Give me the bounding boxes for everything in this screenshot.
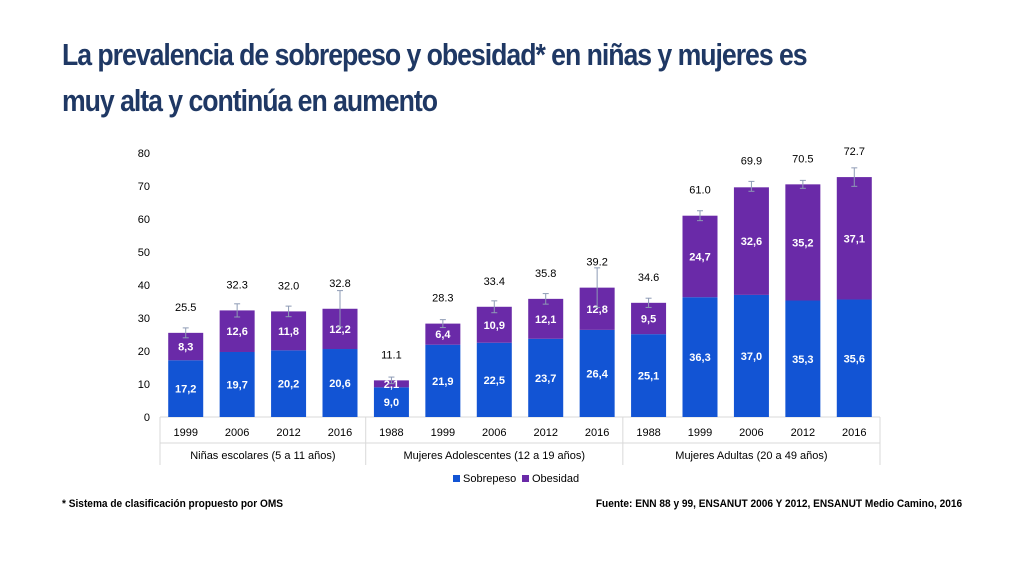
total-label: 32.0: [278, 280, 299, 292]
y-tick-label: 60: [138, 214, 150, 226]
bar-sobrepeso: [219, 351, 255, 417]
data-label-obesidad: 12,6: [226, 326, 247, 338]
x-tick-label: 2012: [533, 427, 557, 439]
legend-swatch: [522, 475, 529, 482]
bar-obesidad: [785, 184, 821, 301]
total-label: 25.5: [175, 302, 196, 314]
x-tick-label: 1999: [173, 427, 197, 439]
x-tick-label: 2016: [328, 427, 352, 439]
data-label-sobrepeso: 23,7: [535, 373, 556, 385]
total-label: 61.0: [689, 185, 710, 197]
bar-obesidad: [733, 187, 769, 295]
source-note: Fuente: ENN 88 y 99, ENSANUT 2006 Y 2012…: [595, 498, 962, 510]
y-tick-label: 30: [138, 313, 150, 325]
page-title: La prevalencia de sobrepeso y obesidad* …: [62, 37, 808, 118]
data-label-sobrepeso: 37,0: [741, 351, 762, 363]
total-label: 32.8: [329, 278, 350, 290]
total-label: 11.1: [381, 349, 402, 361]
data-label-sobrepeso: 36,3: [689, 352, 710, 364]
x-tick-label: 2006: [225, 427, 249, 439]
total-label: 69.9: [741, 155, 762, 167]
x-tick-label: 2016: [585, 427, 609, 439]
x-tick-label: 1988: [379, 427, 403, 439]
bar-obesidad: [425, 323, 461, 345]
data-label-sobrepeso: 25,1: [638, 371, 659, 383]
bar-sobrepeso: [733, 294, 769, 417]
total-label: 32.3: [226, 279, 247, 291]
bar-sobrepeso: [682, 297, 718, 417]
bar-obesidad: [631, 302, 667, 335]
data-label-obesidad: 12,1: [535, 314, 556, 326]
bar-sobrepeso: [271, 350, 307, 417]
y-tick-label: 80: [138, 148, 150, 160]
x-tick-label: 1999: [688, 427, 712, 439]
data-label-sobrepeso: 21,9: [432, 376, 453, 388]
total-label: 70.5: [792, 153, 813, 165]
legend-label: Obesidad: [532, 473, 579, 485]
x-tick-label: 2006: [739, 427, 763, 439]
data-label-obesidad: 6,4: [435, 329, 451, 341]
group-label: Mujeres Adolescentes (12 a 19 años): [403, 450, 585, 462]
y-tick-label: 70: [138, 181, 150, 193]
data-label-obesidad: 11,8: [278, 326, 299, 338]
data-label-sobrepeso: 20,6: [329, 378, 350, 390]
data-label-sobrepeso: 22,5: [484, 375, 505, 387]
bar-sobrepeso: [425, 344, 461, 417]
bar-obesidad: [271, 311, 307, 351]
legend-swatch: [453, 475, 460, 482]
data-label-sobrepeso: 9,0: [384, 397, 399, 409]
data-label-obesidad: 10,9: [484, 320, 505, 332]
total-label: 72.7: [844, 146, 865, 158]
data-label-sobrepeso: 26,4: [586, 368, 608, 380]
data-label-obesidad: 9,5: [641, 313, 656, 325]
data-label-obesidad: 12,2: [329, 324, 350, 336]
bar-sobrepeso: [168, 360, 204, 417]
data-label-sobrepeso: 17,2: [175, 384, 196, 396]
data-label-obesidad: 8,3: [178, 342, 193, 354]
bar-sobrepeso: [785, 300, 821, 417]
x-tick-label: 2012: [791, 427, 815, 439]
total-label: 33.4: [484, 276, 505, 288]
data-label-obesidad: 12,8: [586, 304, 607, 316]
bar-obesidad: [682, 215, 718, 298]
total-label: 35.8: [535, 268, 556, 280]
y-tick-label: 10: [138, 379, 150, 391]
x-tick-label: 1999: [431, 427, 455, 439]
x-tick-label: 2016: [842, 427, 866, 439]
x-tick-label: 2006: [482, 427, 506, 439]
bar-sobrepeso: [322, 349, 358, 417]
bar-sobrepeso: [836, 299, 872, 417]
bar-obesidad: [836, 177, 872, 300]
y-tick-label: 20: [138, 346, 150, 358]
y-tick-label: 40: [138, 280, 150, 292]
bar-obesidad: [528, 298, 564, 339]
bar-sobrepeso: [631, 334, 667, 417]
data-label-sobrepeso: 35,3: [792, 354, 813, 366]
bar-sobrepeso: [373, 387, 409, 417]
data-label-obesidad: 37,1: [844, 233, 865, 245]
data-label-obesidad: 32,6: [741, 236, 762, 248]
bar-sobrepeso: [579, 329, 615, 417]
bar-sobrepeso: [476, 342, 512, 417]
y-tick-label: 50: [138, 247, 150, 259]
x-tick-label: 2012: [276, 427, 300, 439]
total-label: 28.3: [432, 293, 453, 305]
y-tick-label: 0: [144, 412, 150, 424]
footnote: * Sistema de clasificación propuesto por…: [62, 498, 284, 510]
data-label-obesidad: 35,2: [792, 237, 813, 249]
total-label: 34.6: [638, 272, 659, 284]
data-label-sobrepeso: 20,2: [278, 379, 299, 391]
group-label: Mujeres Adultas (20 a 49 años): [675, 450, 827, 462]
x-tick-label: 1988: [636, 427, 660, 439]
legend-label: Sobrepeso: [463, 473, 516, 485]
data-label-obesidad: 2,1: [384, 379, 399, 391]
data-label-sobrepeso: 19,7: [226, 379, 247, 391]
data-label-obesidad: 24,7: [689, 251, 710, 263]
group-label: Niñas escolares (5 a 11 años): [190, 450, 335, 462]
data-label-sobrepeso: 35,6: [844, 353, 865, 365]
total-label: 39.2: [586, 257, 607, 269]
bar-sobrepeso: [528, 338, 564, 417]
